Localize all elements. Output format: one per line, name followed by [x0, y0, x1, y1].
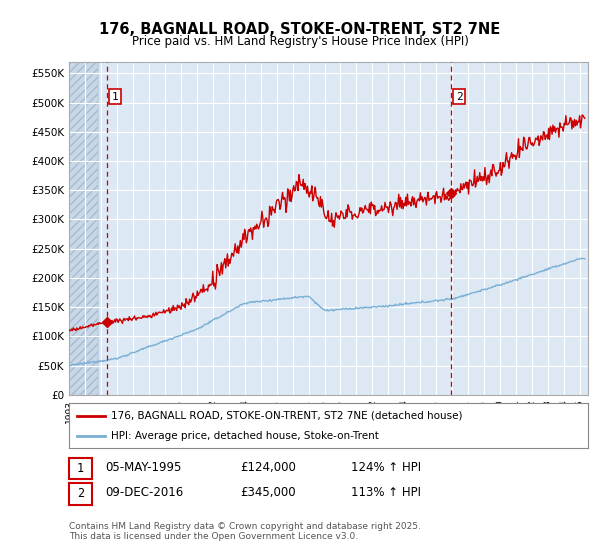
Text: 176, BAGNALL ROAD, STOKE-ON-TRENT, ST2 7NE: 176, BAGNALL ROAD, STOKE-ON-TRENT, ST2 7…: [100, 22, 500, 38]
Text: 124% ↑ HPI: 124% ↑ HPI: [351, 460, 421, 474]
Text: Price paid vs. HM Land Registry's House Price Index (HPI): Price paid vs. HM Land Registry's House …: [131, 35, 469, 48]
Text: 09-DEC-2016: 09-DEC-2016: [105, 486, 183, 499]
Text: 2: 2: [456, 92, 463, 102]
Text: Contains HM Land Registry data © Crown copyright and database right 2025.
This d: Contains HM Land Registry data © Crown c…: [69, 522, 421, 542]
Bar: [69, 62, 98, 395]
Text: HPI: Average price, detached house, Stoke-on-Trent: HPI: Average price, detached house, Stok…: [110, 431, 379, 441]
Bar: [69, 62, 98, 395]
Text: 2: 2: [77, 487, 84, 501]
Text: £124,000: £124,000: [240, 460, 296, 474]
Text: 176, BAGNALL ROAD, STOKE-ON-TRENT, ST2 7NE (detached house): 176, BAGNALL ROAD, STOKE-ON-TRENT, ST2 7…: [110, 410, 462, 421]
Text: 113% ↑ HPI: 113% ↑ HPI: [351, 486, 421, 499]
Text: 1: 1: [112, 92, 118, 102]
Text: £345,000: £345,000: [240, 486, 296, 499]
Text: 1: 1: [77, 462, 84, 475]
Text: 05-MAY-1995: 05-MAY-1995: [105, 460, 181, 474]
